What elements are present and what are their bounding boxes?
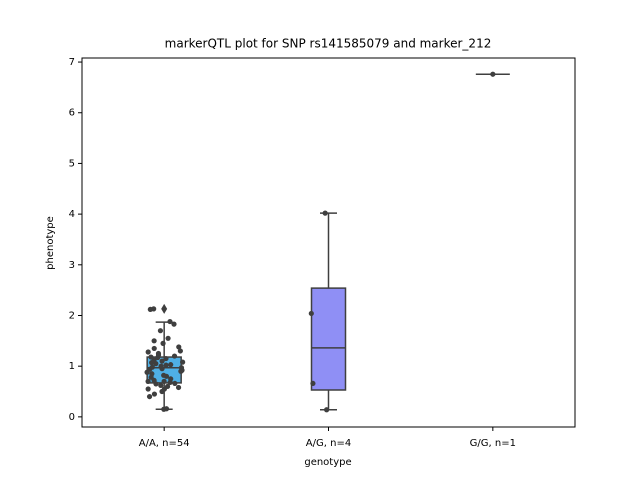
data-point — [151, 338, 157, 344]
data-point — [149, 364, 155, 370]
data-point — [163, 362, 169, 368]
data-point — [165, 335, 171, 341]
y-tick-label: 7 — [69, 57, 75, 68]
data-point — [172, 380, 178, 387]
data-point — [159, 358, 165, 364]
x-tick-label: A/A, n=54 — [139, 438, 190, 449]
data-point — [180, 359, 186, 365]
y-tick-label: 4 — [69, 209, 75, 220]
data-point — [145, 378, 151, 384]
y-axis-label: phenotype — [45, 216, 56, 270]
data-point — [155, 350, 162, 357]
data-point — [163, 355, 169, 362]
data-point — [160, 340, 166, 346]
plot-frame — [81, 57, 576, 428]
x-axis-label: genotype — [304, 457, 351, 468]
data-point — [324, 407, 330, 413]
data-point — [177, 348, 183, 354]
data-point — [164, 383, 171, 390]
data-point — [171, 353, 178, 359]
data-point — [161, 378, 167, 384]
data-point — [167, 318, 173, 325]
y-tick-label: 3 — [69, 260, 75, 271]
data-point — [175, 384, 182, 391]
y-tick-label: 1 — [69, 361, 75, 372]
data-point — [145, 349, 151, 355]
data-point — [157, 328, 164, 334]
data-point — [168, 362, 174, 368]
x-tick-label: A/G, n=4 — [306, 438, 351, 449]
y-tick-label: 2 — [69, 310, 75, 321]
data-point — [158, 363, 164, 369]
data-point — [310, 380, 316, 387]
chart-title: markerQTL plot for SNP rs141585079 and m… — [165, 37, 492, 51]
data-point — [178, 365, 185, 371]
data-point — [161, 372, 167, 378]
data-point — [322, 210, 328, 216]
data-point — [148, 354, 154, 360]
outlier — [161, 303, 168, 314]
data-point — [171, 321, 177, 327]
data-point — [145, 386, 151, 392]
data-point — [490, 71, 496, 77]
data-point — [146, 393, 153, 400]
y-tick-label: 0 — [69, 412, 75, 423]
x-tick-label: G/G, n=1 — [470, 438, 516, 449]
box — [310, 287, 347, 391]
data-point — [149, 371, 155, 377]
data-point — [176, 344, 182, 350]
data-point — [151, 391, 158, 397]
data-point — [151, 345, 157, 352]
y-tick-label: 6 — [69, 108, 75, 119]
data-point — [158, 382, 164, 389]
y-tick-label: 5 — [69, 158, 75, 169]
data-point — [308, 310, 314, 317]
data-point — [151, 306, 157, 312]
data-point — [168, 376, 174, 382]
data-point — [163, 406, 170, 412]
